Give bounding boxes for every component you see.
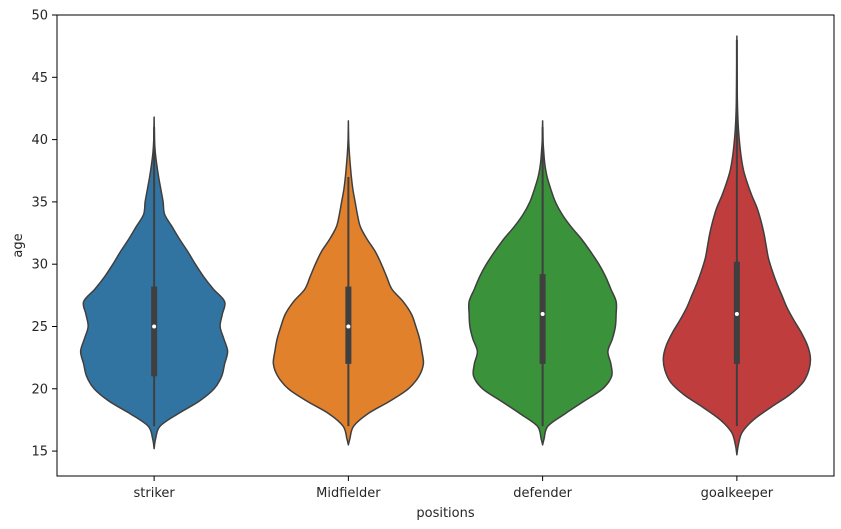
y-tick-label: 30 <box>31 258 48 273</box>
y-axis: 15 20 25 30 35 40 45 50 <box>31 9 57 460</box>
y-tick-label: 45 <box>31 71 48 86</box>
iqr-box-striker <box>151 286 158 377</box>
y-tick-label: 25 <box>31 320 48 335</box>
x-tick-label: striker <box>134 486 176 501</box>
median-point-defender <box>540 312 545 317</box>
median-point-goalkeeper <box>734 312 739 317</box>
median-point-striker <box>152 324 157 329</box>
x-tick-label: goalkeeper <box>701 486 774 501</box>
x-axis-title: positions <box>416 506 474 521</box>
y-tick-label: 20 <box>31 382 48 397</box>
y-tick-label: 15 <box>31 445 48 460</box>
y-tick-label: 50 <box>31 9 48 24</box>
median-point-midfielder <box>346 324 351 329</box>
x-tick-label: defender <box>513 486 572 501</box>
x-tick-label: Midfielder <box>316 486 381 501</box>
y-tick-label: 40 <box>31 133 48 148</box>
x-axis: striker Midfielder defender goalkeeper <box>134 476 774 501</box>
inner-boxplots-group <box>151 39 740 427</box>
plot-frame <box>56 14 835 477</box>
iqr-box-defender <box>539 274 546 364</box>
y-axis-title: age <box>11 233 26 257</box>
y-tick-label: 35 <box>31 195 48 210</box>
